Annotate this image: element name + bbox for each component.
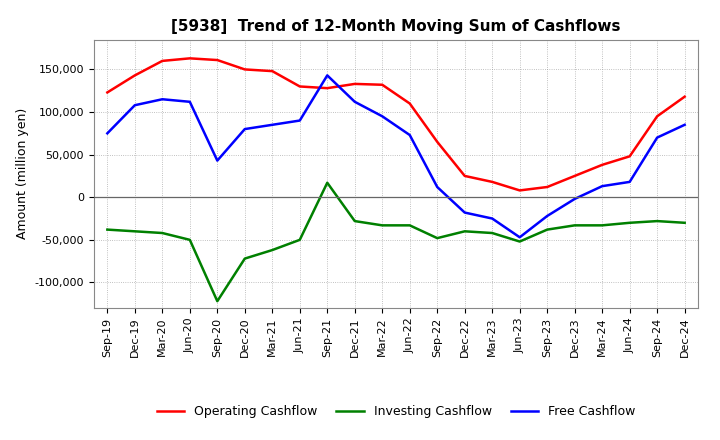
Operating Cashflow <box>570 173 579 179</box>
Line: Free Cashflow: Free Cashflow <box>107 75 685 237</box>
Investing Cashflow <box>598 223 606 228</box>
Operating Cashflow <box>186 56 194 61</box>
Investing Cashflow <box>680 220 689 225</box>
Operating Cashflow <box>268 69 276 74</box>
Operating Cashflow <box>653 114 662 119</box>
Investing Cashflow <box>570 223 579 228</box>
Investing Cashflow <box>378 223 387 228</box>
Free Cashflow <box>598 183 606 189</box>
Operating Cashflow <box>103 90 112 95</box>
Free Cashflow <box>268 122 276 128</box>
Investing Cashflow <box>433 235 441 241</box>
Investing Cashflow <box>213 299 222 304</box>
Free Cashflow <box>460 210 469 215</box>
Operating Cashflow <box>598 162 606 168</box>
Investing Cashflow <box>653 218 662 224</box>
Operating Cashflow <box>378 82 387 88</box>
Free Cashflow <box>158 97 166 102</box>
Investing Cashflow <box>186 237 194 242</box>
Operating Cashflow <box>295 84 304 89</box>
Operating Cashflow <box>488 179 497 184</box>
Operating Cashflow <box>323 85 332 91</box>
Free Cashflow <box>516 235 524 240</box>
Free Cashflow <box>240 126 249 132</box>
Investing Cashflow <box>240 256 249 261</box>
Line: Investing Cashflow: Investing Cashflow <box>107 183 685 301</box>
Investing Cashflow <box>268 247 276 253</box>
Legend: Operating Cashflow, Investing Cashflow, Free Cashflow: Operating Cashflow, Investing Cashflow, … <box>152 400 640 423</box>
Free Cashflow <box>186 99 194 104</box>
Operating Cashflow <box>460 173 469 179</box>
Operating Cashflow <box>626 154 634 159</box>
Operating Cashflow <box>130 73 139 78</box>
Title: [5938]  Trend of 12-Month Moving Sum of Cashflows: [5938] Trend of 12-Month Moving Sum of C… <box>171 19 621 34</box>
Free Cashflow <box>488 216 497 221</box>
Operating Cashflow <box>351 81 359 87</box>
Operating Cashflow <box>213 57 222 62</box>
Investing Cashflow <box>158 231 166 236</box>
Investing Cashflow <box>488 231 497 236</box>
Free Cashflow <box>653 135 662 140</box>
Investing Cashflow <box>103 227 112 232</box>
Investing Cashflow <box>295 237 304 242</box>
Free Cashflow <box>351 99 359 104</box>
Investing Cashflow <box>323 180 332 185</box>
Y-axis label: Amount (million yen): Amount (million yen) <box>16 108 29 239</box>
Operating Cashflow <box>433 139 441 144</box>
Free Cashflow <box>433 184 441 190</box>
Free Cashflow <box>130 103 139 108</box>
Operating Cashflow <box>516 188 524 193</box>
Free Cashflow <box>543 213 552 219</box>
Investing Cashflow <box>516 239 524 244</box>
Operating Cashflow <box>405 101 414 106</box>
Free Cashflow <box>103 131 112 136</box>
Free Cashflow <box>323 73 332 78</box>
Free Cashflow <box>570 196 579 202</box>
Free Cashflow <box>680 122 689 128</box>
Free Cashflow <box>295 118 304 123</box>
Free Cashflow <box>378 114 387 119</box>
Operating Cashflow <box>680 94 689 99</box>
Line: Operating Cashflow: Operating Cashflow <box>107 59 685 191</box>
Free Cashflow <box>626 179 634 184</box>
Free Cashflow <box>213 158 222 163</box>
Investing Cashflow <box>543 227 552 232</box>
Operating Cashflow <box>240 67 249 72</box>
Investing Cashflow <box>130 229 139 234</box>
Operating Cashflow <box>543 184 552 190</box>
Investing Cashflow <box>405 223 414 228</box>
Free Cashflow <box>405 132 414 138</box>
Operating Cashflow <box>158 58 166 63</box>
Investing Cashflow <box>351 218 359 224</box>
Investing Cashflow <box>460 229 469 234</box>
Investing Cashflow <box>626 220 634 225</box>
